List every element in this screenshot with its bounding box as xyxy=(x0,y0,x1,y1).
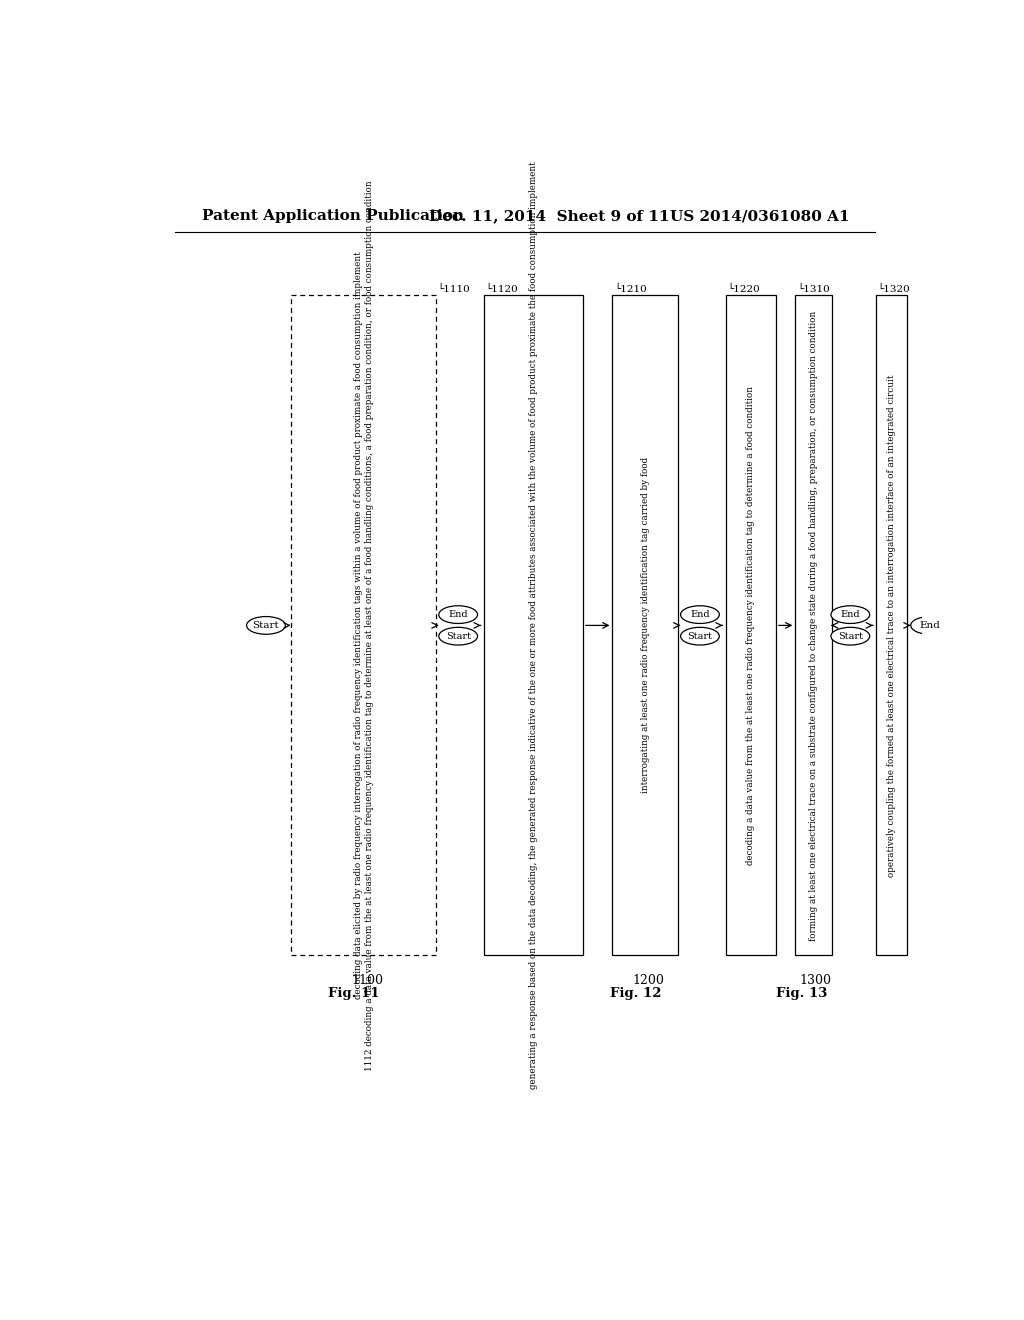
Text: 1100: 1100 xyxy=(351,974,383,987)
Text: └1320: └1320 xyxy=(878,285,910,294)
Text: Dec. 11, 2014  Sheet 9 of 11: Dec. 11, 2014 Sheet 9 of 11 xyxy=(429,209,670,223)
Text: Start: Start xyxy=(253,620,280,630)
Text: Start: Start xyxy=(838,632,863,640)
Text: Start: Start xyxy=(445,632,471,640)
Ellipse shape xyxy=(830,606,869,623)
Text: └1310: └1310 xyxy=(797,285,829,294)
Text: generating a response based on the data decoding, the generated response indicat: generating a response based on the data … xyxy=(528,161,538,1089)
Text: └1110: └1110 xyxy=(437,285,470,294)
Text: Patent Application Publication: Patent Application Publication xyxy=(202,209,464,223)
Text: └1120: └1120 xyxy=(485,285,518,294)
Text: Fig. 11: Fig. 11 xyxy=(328,987,380,1001)
Bar xyxy=(796,296,833,956)
Text: decoding a data value from the at least one radio frequency identification tag t: decoding a data value from the at least … xyxy=(746,385,756,865)
Ellipse shape xyxy=(681,627,719,645)
Text: Fig. 12: Fig. 12 xyxy=(609,987,662,1001)
Text: End: End xyxy=(920,620,941,630)
Text: forming at least one electrical trace on a substrate configured to change state : forming at least one electrical trace on… xyxy=(809,310,818,941)
Text: Start: Start xyxy=(687,632,713,640)
Bar xyxy=(291,296,436,956)
Text: decoding data elicited by radio frequency interrogation of radio frequency ident: decoding data elicited by radio frequenc… xyxy=(353,180,374,1071)
Ellipse shape xyxy=(830,627,869,645)
Text: End: End xyxy=(690,610,710,619)
Bar xyxy=(876,296,907,956)
Bar xyxy=(726,296,776,956)
Ellipse shape xyxy=(681,606,719,623)
Bar xyxy=(483,296,583,956)
Ellipse shape xyxy=(438,627,477,645)
Bar xyxy=(612,296,678,956)
Text: US 2014/0361080 A1: US 2014/0361080 A1 xyxy=(671,209,850,223)
Text: operatively coupling the formed at least one electrical trace to an interrogatio: operatively coupling the formed at least… xyxy=(887,374,896,876)
Text: └1210: └1210 xyxy=(614,285,647,294)
Text: 1300: 1300 xyxy=(800,974,831,987)
Text: 1200: 1200 xyxy=(633,974,665,987)
Text: End: End xyxy=(449,610,468,619)
Text: interrogating at least one radio frequency identification tag carried by food: interrogating at least one radio frequen… xyxy=(641,457,650,793)
Ellipse shape xyxy=(247,616,286,635)
Ellipse shape xyxy=(438,606,477,623)
Text: End: End xyxy=(841,610,860,619)
Ellipse shape xyxy=(910,616,949,635)
Text: └1220: └1220 xyxy=(727,285,760,294)
Text: Fig. 13: Fig. 13 xyxy=(776,987,827,1001)
